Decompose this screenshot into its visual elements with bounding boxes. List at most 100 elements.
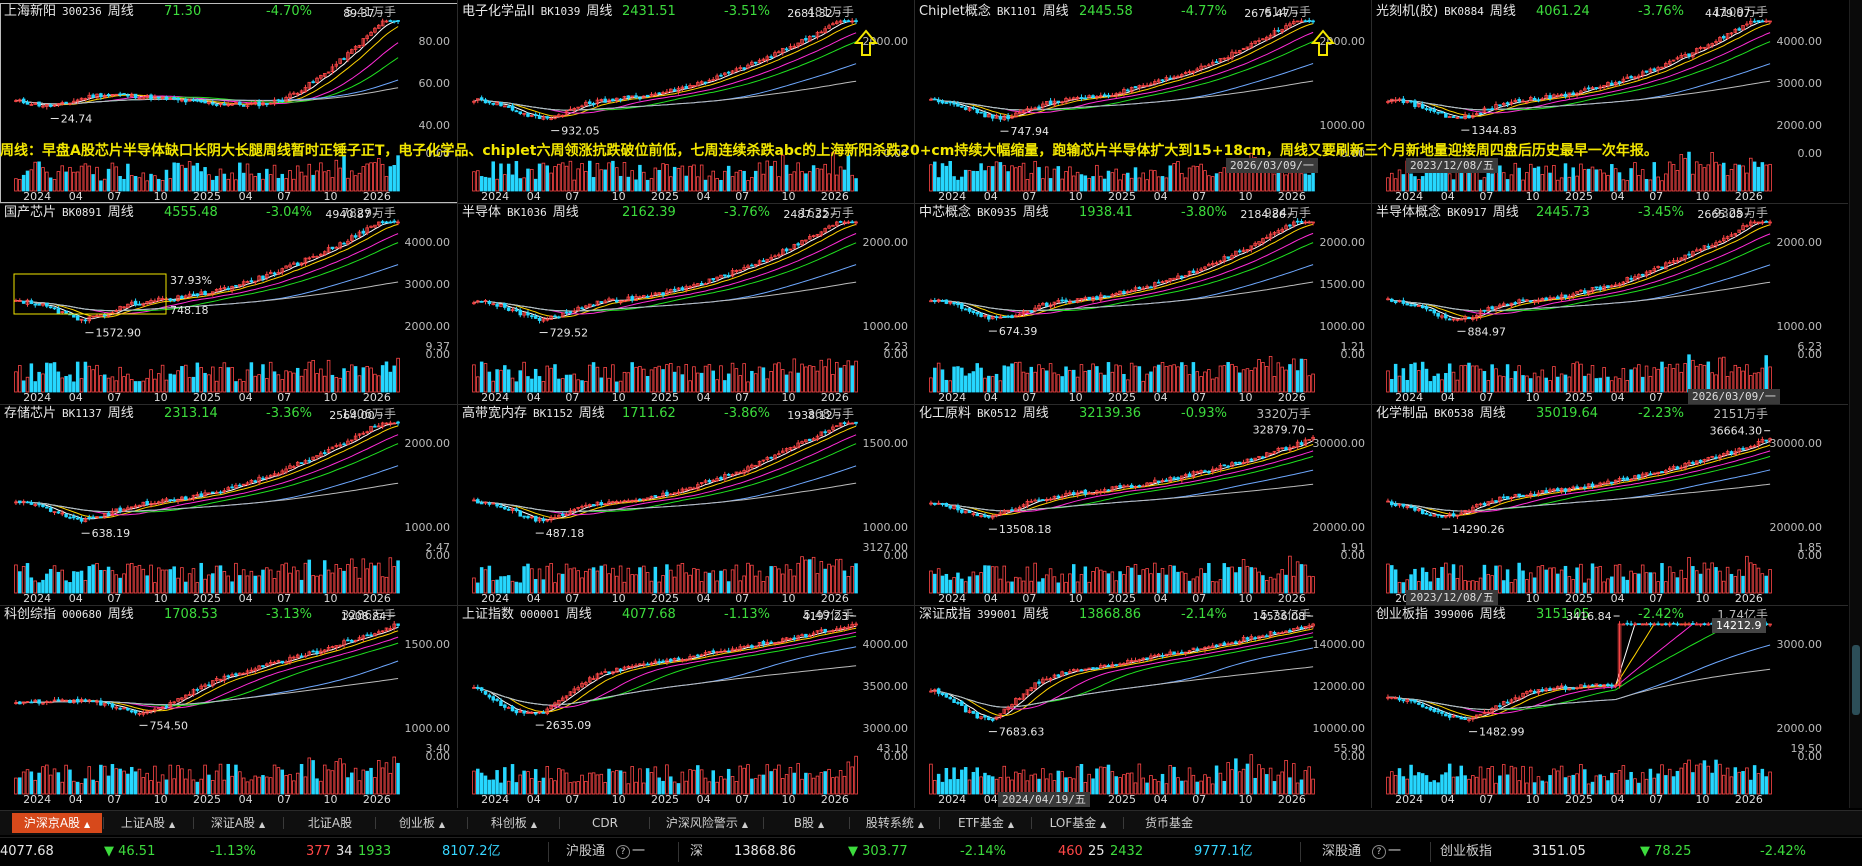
volume-bar (1107, 574, 1110, 593)
volume-bar (223, 780, 226, 794)
volume-bar (1568, 377, 1571, 392)
volume-bar (847, 155, 850, 191)
ma-line (931, 444, 1313, 514)
volume-bar (1107, 765, 1110, 794)
volume-bar (789, 372, 792, 392)
kline-chart[interactable]: 30000.0020000.000.001.852024040710202504… (1372, 405, 1830, 605)
volume-bar (204, 765, 207, 794)
x-tick-label: 07 (735, 793, 749, 806)
volume-bar (231, 582, 234, 593)
candle-body (1564, 94, 1567, 96)
volume-bar (215, 176, 218, 191)
volume-bar (1471, 171, 1474, 191)
volume-bar (1180, 173, 1183, 191)
volume-bar (354, 768, 357, 794)
volume-bar (1103, 571, 1106, 593)
volume-bar (770, 371, 773, 392)
x-tick-label: 10 (1069, 190, 1083, 203)
volume-bar (1269, 577, 1272, 593)
candle-body (1707, 246, 1710, 247)
candle-body (1406, 304, 1409, 305)
volume-bar (708, 573, 711, 593)
x-tick-label: 07 (735, 391, 749, 404)
volume-bar (704, 778, 707, 794)
candle-body (762, 261, 765, 262)
volume-bar (519, 583, 522, 593)
candle-body (1126, 90, 1129, 91)
candle-body (1533, 494, 1536, 495)
volume-bar (96, 365, 99, 392)
candle-body (960, 510, 963, 513)
volume-bar (1491, 365, 1494, 392)
candle-body (1410, 507, 1413, 508)
volume-bar (666, 164, 669, 191)
volume-bar (843, 571, 846, 593)
y-tick-label: 3000.00 (405, 278, 451, 291)
y-tick-label: 3500.00 (863, 680, 909, 693)
candle-body (88, 517, 91, 518)
volume-bar (523, 362, 526, 392)
volume-bar (1769, 569, 1772, 593)
volume-bar (789, 570, 792, 593)
volume-bar (1207, 563, 1210, 593)
volume-bar (1452, 565, 1455, 593)
x-tick-label: 07 (565, 592, 579, 605)
volume-bar (1038, 582, 1041, 593)
volume-bar (308, 560, 311, 593)
candle-body (1630, 278, 1633, 279)
x-tick-label: 2024 (938, 391, 966, 404)
x-tick-label: 10 (782, 793, 796, 806)
volume-bar (619, 566, 622, 593)
candle-body (704, 82, 707, 83)
candle-body (984, 716, 987, 717)
kline-chart[interactable]: 14000.0012000.0010000.000.0055.902024040… (915, 606, 1373, 806)
volume-bar (1626, 380, 1629, 392)
volume-bar (1607, 175, 1610, 191)
candle-body (658, 662, 661, 663)
candle-body (480, 98, 483, 100)
ma-line (1388, 451, 1770, 512)
volume-bar (933, 780, 936, 794)
volume-bar (1161, 568, 1164, 593)
volume-bar (362, 770, 365, 794)
volume-bar (735, 369, 738, 392)
candle-body (1595, 287, 1598, 288)
volume-bar (1564, 566, 1567, 593)
volume-bar (1572, 168, 1575, 191)
candle-body (1042, 500, 1045, 501)
volume-bar (1242, 559, 1245, 593)
volume-bar (123, 179, 126, 191)
volume-bar (612, 161, 615, 191)
volume-bar (839, 167, 842, 191)
